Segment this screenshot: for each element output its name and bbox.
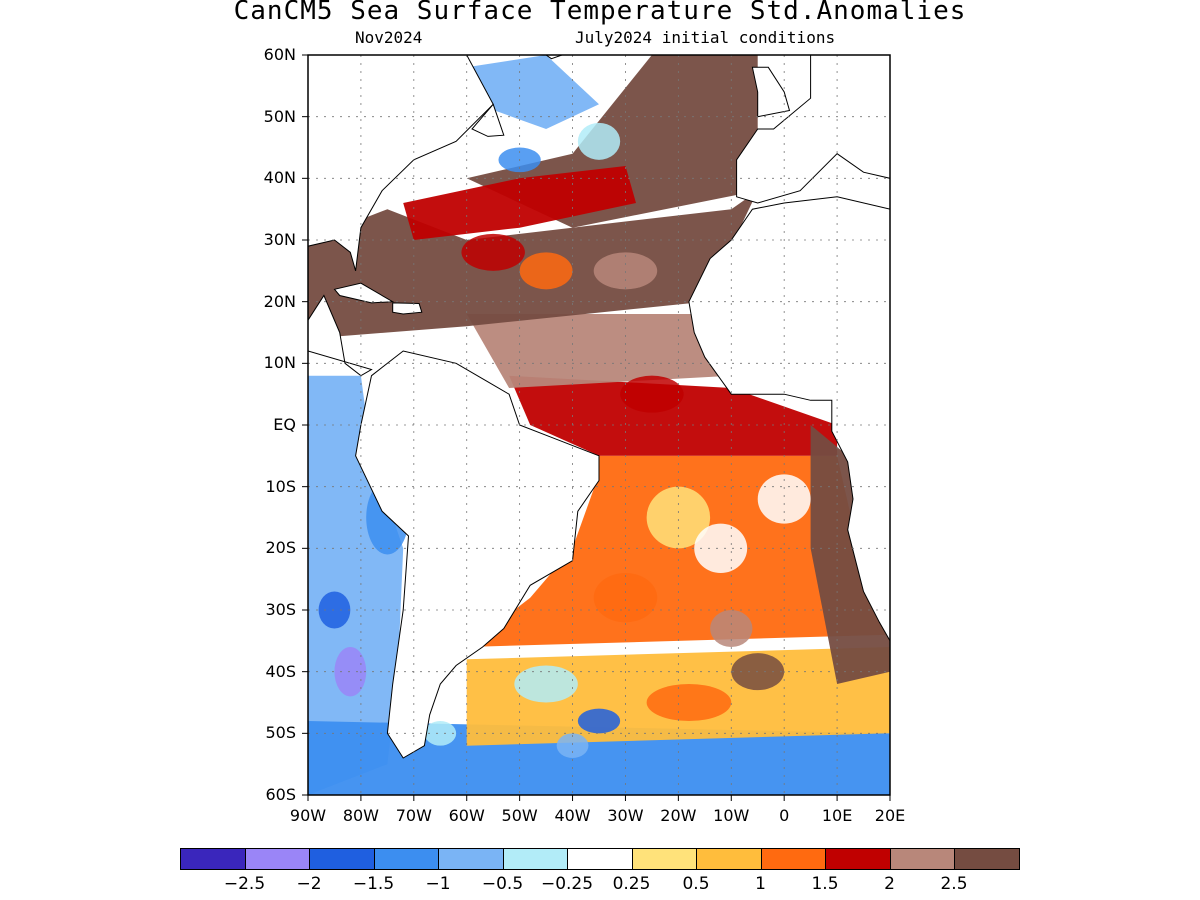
valid-month-label: Nov2024 xyxy=(355,28,423,47)
colorbar-label: 0.5 xyxy=(682,874,710,894)
lon-label: 30W xyxy=(607,806,644,825)
colorbar-label: 1 xyxy=(755,874,766,894)
colorbar-swatch xyxy=(761,849,826,869)
land-newfoundland xyxy=(471,103,505,137)
land-central-america xyxy=(308,294,373,377)
lat-label: 30N xyxy=(263,230,296,249)
colorbar-swatch xyxy=(374,849,439,869)
colorbar-label: −2 xyxy=(296,874,322,894)
sst-anomaly-patch xyxy=(757,474,811,524)
lon-label: 60W xyxy=(448,806,485,825)
landmasses xyxy=(308,55,890,759)
lat-label: EQ xyxy=(273,415,296,434)
colorbar-swatch xyxy=(181,849,246,869)
lon-label: 20E xyxy=(874,806,906,825)
sst-anomaly-patch xyxy=(334,647,367,697)
sst-anomaly-patch xyxy=(646,486,711,549)
colorbar-label: −0.25 xyxy=(540,874,594,894)
colorbar xyxy=(180,848,1020,870)
lon-label: 50W xyxy=(501,806,538,825)
sst-region-labrador-sea xyxy=(466,55,599,129)
lon-label: 10W xyxy=(713,806,750,825)
land-europe xyxy=(736,55,890,204)
sst-region-gulf-stream-band xyxy=(403,166,636,240)
lon-label: 40W xyxy=(554,806,591,825)
map-title: CanCM5 Sea Surface Temperature Std.Anoma… xyxy=(233,0,967,26)
sst-anomaly-patch xyxy=(519,252,573,290)
colorbar-label: −1.5 xyxy=(352,874,395,894)
colorbar-swatch xyxy=(310,849,375,869)
init-conditions-label: July2024 initial conditions xyxy=(575,28,836,47)
lat-label: 20S xyxy=(265,538,296,558)
lon-label: 90W xyxy=(289,806,327,825)
colorbar-label: 2.5 xyxy=(940,874,968,894)
colorbar-swatch xyxy=(955,849,1019,869)
colorbar-swatch xyxy=(890,849,955,869)
lat-label: 10S xyxy=(265,476,296,496)
colorbar-label: 2 xyxy=(884,874,895,894)
lon-label: 20W xyxy=(660,806,697,825)
lat-label: 60N xyxy=(263,45,296,64)
colorbar-swatch xyxy=(568,849,633,869)
lon-label: 10E xyxy=(821,806,853,825)
sst-anomaly-patch xyxy=(424,721,457,746)
colorbar-label: 0.25 xyxy=(612,874,651,894)
sst-anomaly-patch xyxy=(461,233,525,271)
sst-anomaly-patch xyxy=(646,684,732,721)
lat-label: 30S xyxy=(265,600,296,619)
colorbar-swatch xyxy=(245,849,310,869)
sst-anomaly-patch xyxy=(620,375,684,413)
sst-anomaly-patch xyxy=(514,665,578,703)
sst-anomaly-patch xyxy=(556,733,589,759)
sst-region-equatorial-atlantic xyxy=(509,375,838,456)
land-cuba xyxy=(333,282,395,304)
lat-label: 40N xyxy=(263,168,296,188)
sst-anomaly-patch xyxy=(577,122,621,160)
colorbar-swatch xyxy=(697,849,762,869)
land-hispaniola xyxy=(392,302,423,315)
lat-label: 50S xyxy=(265,723,296,743)
lon-label: 80W xyxy=(342,806,379,825)
lat-label: 60S xyxy=(265,785,296,804)
graticule xyxy=(308,55,890,795)
land-north-america xyxy=(308,55,494,271)
sst-anomaly-patch xyxy=(593,573,658,623)
sst-region-tropical-north-atlantic xyxy=(466,314,732,388)
lat-label: 50N xyxy=(263,106,296,126)
land-africa xyxy=(688,196,890,642)
land-uk xyxy=(751,66,791,118)
lat-label: 40S xyxy=(265,661,296,681)
sst-anomaly-patch xyxy=(318,591,351,629)
lat-label: 20N xyxy=(263,291,296,311)
sst-anomaly-patch xyxy=(710,610,753,647)
lat-label: 10N xyxy=(263,353,296,373)
colorbar-label: −2.5 xyxy=(223,874,266,894)
lon-label: 0 xyxy=(779,806,790,825)
colorbar-label: −1 xyxy=(425,874,451,894)
colorbar-label: −0.5 xyxy=(481,874,524,894)
axis-ticks xyxy=(302,54,891,801)
sst-anomaly-patch xyxy=(593,252,658,290)
colorbar-label: 1.5 xyxy=(811,874,839,894)
colorbar-swatch xyxy=(826,849,891,869)
sst-anomaly-patch xyxy=(577,708,621,734)
land-greenland-tip xyxy=(545,55,563,60)
lon-label: 70W xyxy=(395,806,432,825)
sst-anomaly-patch xyxy=(694,523,748,573)
colorbar-swatch xyxy=(503,849,568,869)
land-south-america xyxy=(355,350,600,759)
colorbar-swatch xyxy=(439,849,504,869)
colorbar-swatch xyxy=(632,849,697,869)
sst-region-benguela-region xyxy=(810,425,890,684)
